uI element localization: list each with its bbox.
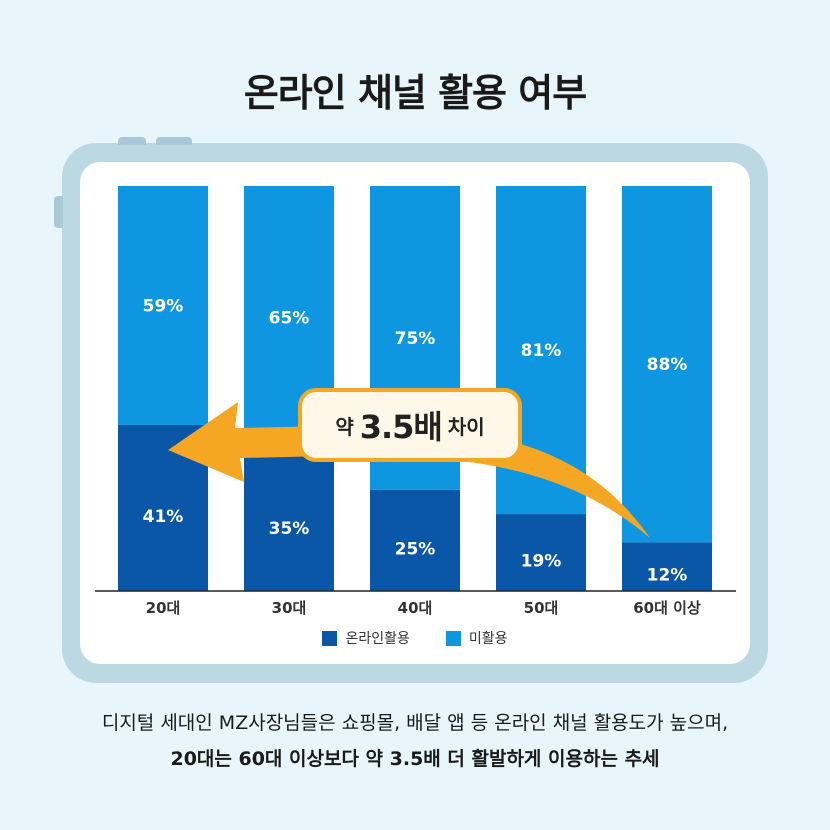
legend-swatch-unused (445, 630, 461, 646)
caption-line-1: 디지털 세대인 MZ사장님들은 쇼핑몰, 배달 앱 등 온라인 채널 활용도가 … (101, 712, 729, 734)
x-tick-label: 20대 (146, 599, 181, 617)
x-tick-label: 60대 이상 (633, 599, 701, 617)
bar-online (244, 449, 334, 591)
data-label-unused: 75% (395, 329, 436, 349)
bar-unused (622, 186, 712, 543)
difference-callout: 약 3.5배 차이 (298, 388, 522, 462)
data-label-online: 12% (647, 566, 688, 586)
bar-online (496, 514, 586, 591)
legend-item-unused: 미활용 (445, 628, 508, 648)
bar-unused (118, 186, 208, 425)
trend-arrow (168, 402, 650, 538)
data-label-unused: 65% (269, 309, 310, 329)
data-label-online: 41% (143, 507, 184, 527)
caption-line-2: 20대는 60대 이상보다 약 3.5배 더 활발하게 이용하는 추세 (170, 748, 660, 770)
tablet-top-button (156, 137, 192, 145)
data-label-online: 19% (521, 552, 562, 572)
data-label-online: 35% (269, 519, 310, 539)
data-label-unused: 88% (647, 355, 688, 375)
bar-online (622, 542, 712, 591)
legend-item-online: 온라인활용 (322, 628, 410, 648)
x-tick-label: 40대 (398, 599, 433, 617)
legend-swatch-online (322, 630, 338, 646)
tablet-side-button (54, 196, 63, 228)
page-title: 온라인 채널 활용 여부 (243, 71, 587, 115)
callout-value: 3.5배 (359, 408, 443, 446)
x-tick-label: 50대 (524, 599, 559, 617)
data-label-online: 25% (395, 539, 436, 559)
chart-legend: 온라인활용 미활용 (0, 628, 830, 648)
legend-label-online: 온라인활용 (345, 631, 410, 647)
callout-suffix: 차이 (447, 414, 485, 439)
data-label-unused: 81% (521, 341, 562, 361)
bar-online (370, 489, 460, 591)
data-label-unused: 59% (143, 296, 184, 316)
legend-label-unused: 미활용 (468, 631, 508, 647)
tablet-top-button (118, 137, 146, 145)
x-tick-label: 30대 (272, 599, 307, 617)
callout-prefix: 약 (335, 414, 354, 439)
